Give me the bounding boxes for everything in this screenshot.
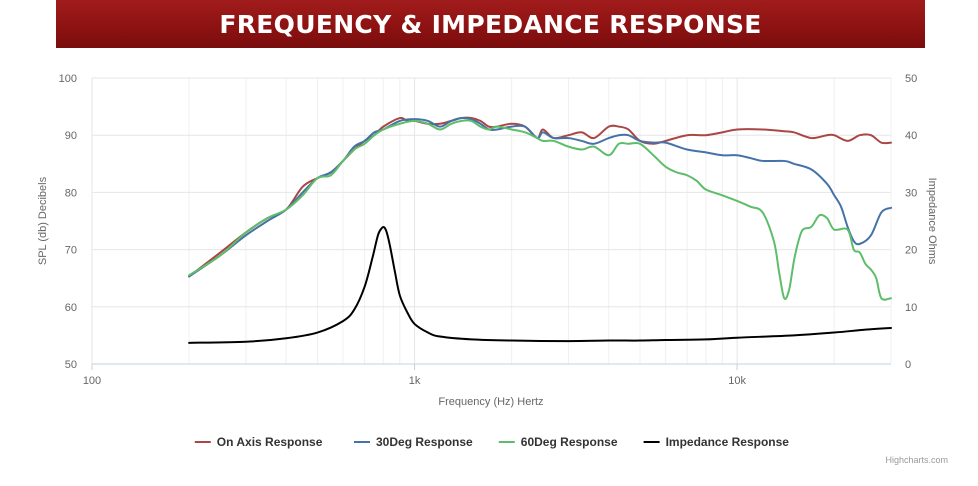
y-tick-label: 60 <box>65 302 77 314</box>
x-tick-label: 1k <box>409 375 421 387</box>
series-layer <box>188 116 892 344</box>
y-tick-label: 70 <box>65 245 77 257</box>
axis-layer: 50 60 70 80 90 100 0 10 20 30 40 50 100 1k 10k <box>59 73 918 387</box>
chart-title: FREQUENCY & IMPEDANCE RESPONSE <box>219 9 762 39</box>
legend-label: 60Deg Response <box>521 435 618 449</box>
y-tick-label: 100 <box>59 73 77 85</box>
y2-tick-label: 10 <box>905 302 917 314</box>
x-axis-title: Frequency (Hz) Hertz <box>438 396 543 408</box>
y-axis-title: SPL (db) Decibels <box>37 176 49 265</box>
y2-axis-title: Impedance Ohms <box>926 178 938 265</box>
y2-tick-label: 50 <box>905 73 917 85</box>
y-tick-label: 90 <box>65 130 77 142</box>
chart-credits[interactable]: Highcharts.com <box>885 455 948 465</box>
series-line-on-axis-response[interactable] <box>188 116 892 278</box>
legend-item-impedance-response[interactable]: Impedance Response <box>643 435 790 449</box>
y2-tick-label: 30 <box>905 187 917 199</box>
legend-item-30deg-response[interactable]: 30Deg Response <box>354 435 473 449</box>
legend-item-60deg-response[interactable]: 60Deg Response <box>498 435 618 449</box>
y-tick-label: 50 <box>65 359 77 371</box>
legend-item-on-axis-response[interactable]: On Axis Response <box>194 435 323 449</box>
legend: On Axis Response 30Deg Response 60Deg Resp… <box>194 435 790 449</box>
y2-tick-label: 0 <box>905 359 911 371</box>
grid-layer <box>91 77 892 365</box>
series-line-impedance-response[interactable] <box>188 225 892 344</box>
y2-tick-label: 20 <box>905 245 917 257</box>
series-line-60deg-response[interactable] <box>188 119 892 301</box>
y-tick-label: 80 <box>65 187 77 199</box>
legend-label: 30Deg Response <box>376 435 473 449</box>
series-line-30deg-response[interactable] <box>188 116 892 278</box>
legend-label: Impedance Response <box>666 435 790 449</box>
chart-banner: FREQUENCY & IMPEDANCE RESPONSE <box>56 0 925 48</box>
legend-label: On Axis Response <box>217 435 323 449</box>
x-tick-label: 10k <box>728 375 746 387</box>
y2-tick-label: 40 <box>905 130 917 142</box>
x-tick-label: 100 <box>83 375 101 387</box>
